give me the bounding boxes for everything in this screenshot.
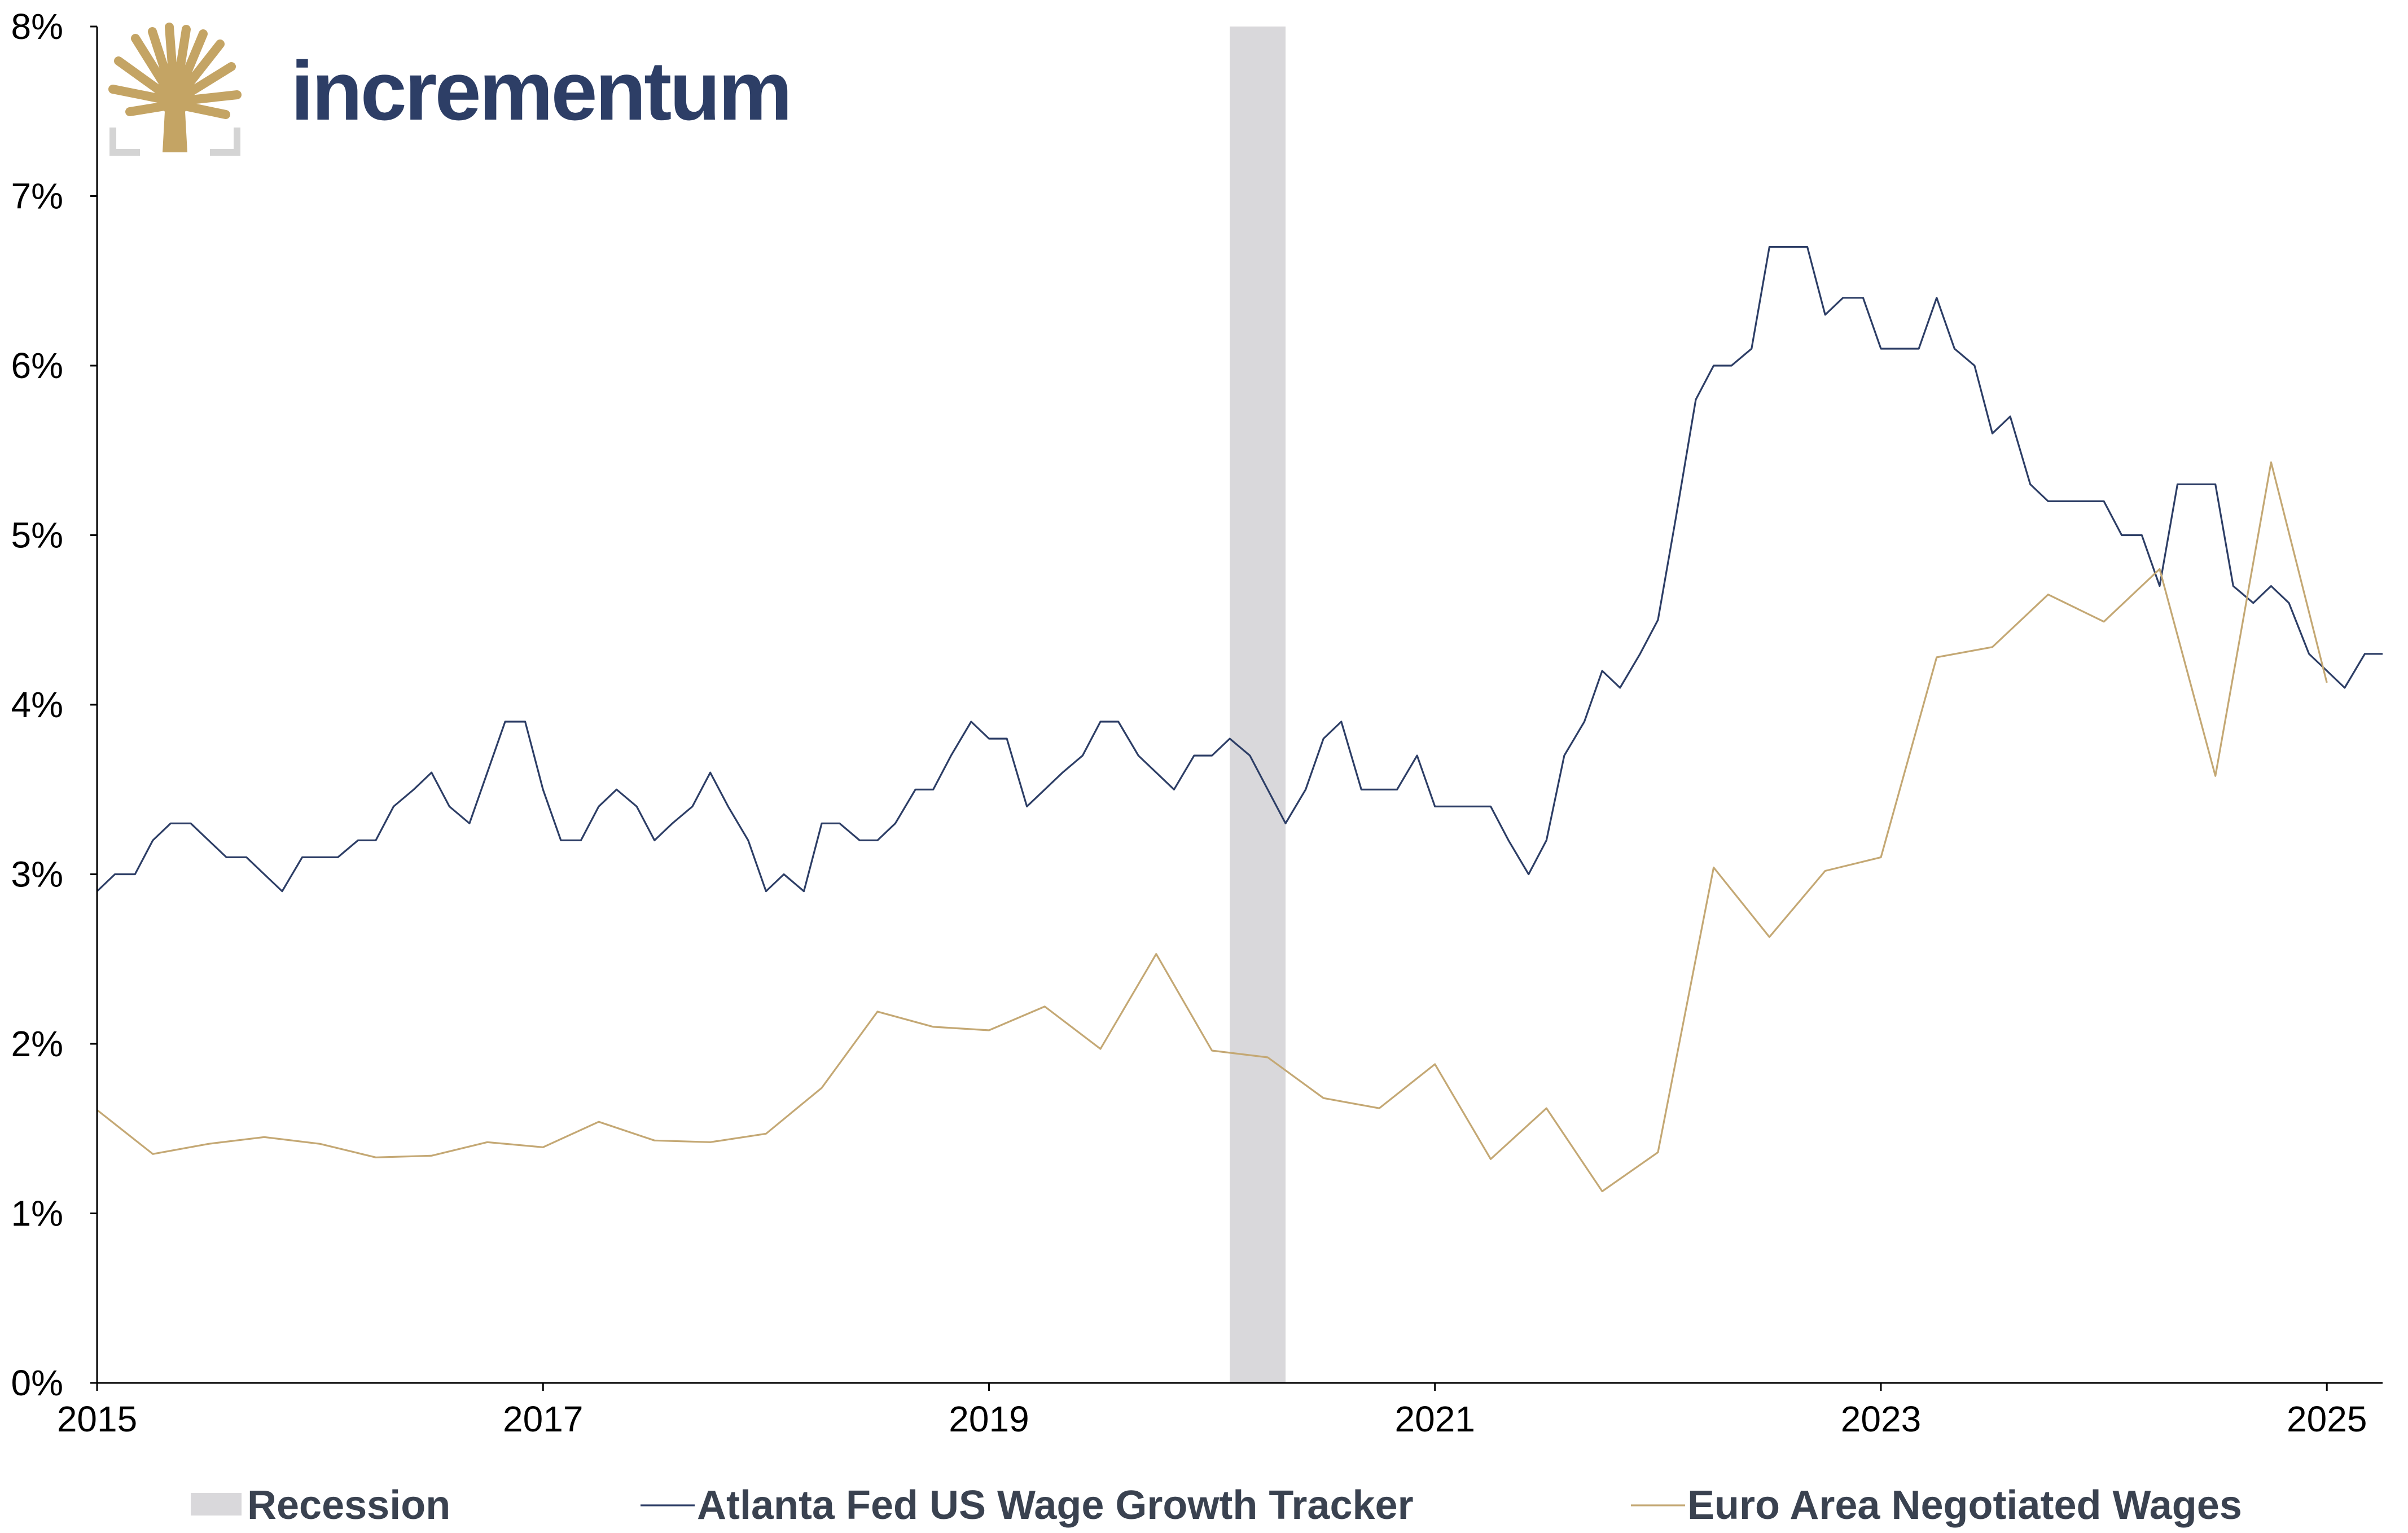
logo-wordmark: incrementum	[291, 45, 790, 138]
legend-label: Atlanta Fed US Wage Growth Tracker	[697, 1483, 1414, 1528]
incrementum-logo: incrementum	[108, 23, 792, 156]
legend-label: Recession	[247, 1483, 450, 1528]
legend-item: Euro Area Negotiated Wages	[1631, 1483, 2242, 1528]
tree-icon	[108, 23, 242, 156]
legend-swatch-patch	[191, 1493, 242, 1516]
legend: Recession Atlanta Fed US Wage Growth Trac…	[191, 1483, 2242, 1528]
y-tick-label: 1%	[11, 1193, 64, 1234]
series-layer	[96, 246, 2383, 1192]
y-tick-label: 2%	[11, 1024, 64, 1064]
axes-layer: 0% 1% 2% 3% 4% 5% 6% 7% 8% 2015 2017 2019 2021 2023 20…	[11, 6, 2383, 1439]
legend-item: Atlanta Fed US Wage Growth Tracker	[641, 1483, 1414, 1528]
x-tick-label: 2021	[1395, 1399, 1475, 1439]
recession-layer	[1230, 27, 1286, 1383]
x-tick-label: 2025	[2287, 1399, 2367, 1439]
recession-band	[1230, 27, 1286, 1383]
x-tick-label: 2015	[57, 1399, 137, 1439]
y-tick-label: 5%	[11, 515, 64, 556]
y-tick-label: 7%	[11, 176, 64, 217]
y-tick-label: 4%	[11, 684, 64, 725]
legend-label: Euro Area Negotiated Wages	[1687, 1483, 2242, 1528]
series-line-euro-area	[97, 461, 2328, 1192]
x-tick-label: 2017	[503, 1399, 583, 1439]
series-line-atlanta-fed	[96, 246, 2383, 893]
y-tick-label: 3%	[11, 854, 64, 895]
y-tick-label: 6%	[11, 345, 64, 386]
y-tick-label: 0%	[11, 1363, 64, 1403]
x-tick-label: 2019	[949, 1399, 1029, 1439]
x-tick-label: 2023	[1841, 1399, 1921, 1439]
y-tick-label: 8%	[11, 6, 64, 47]
legend-item: Recession	[191, 1483, 450, 1528]
